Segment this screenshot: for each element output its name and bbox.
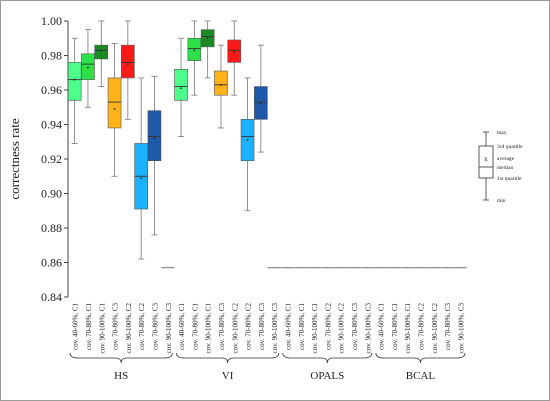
x-tick-label: cov. 70-80%, C3 bbox=[444, 303, 452, 350]
box-4 bbox=[107, 43, 122, 177]
box-2 bbox=[81, 29, 95, 108]
x-tick-label: cov. 70-80%, C2 bbox=[138, 303, 146, 350]
box-mean bbox=[233, 51, 236, 53]
box-7 bbox=[147, 75, 162, 236]
y-axis-label: correctness rate bbox=[7, 118, 22, 199]
x-tick-label: cov. 90-100%, C1 bbox=[404, 303, 412, 354]
y-tick-label: 0.84 bbox=[41, 290, 62, 304]
box-11 bbox=[200, 20, 215, 79]
legend-q3-label: 3rd quartile bbox=[497, 144, 523, 150]
box-mean bbox=[100, 49, 103, 52]
legend-box bbox=[478, 145, 494, 179]
y-tick-label: 0.88 bbox=[41, 221, 62, 235]
legend-mean-label: average bbox=[497, 156, 515, 162]
group-label: OPALS bbox=[310, 370, 344, 382]
box-12 bbox=[214, 44, 228, 129]
x-tick-label: cov. 90-100%, C3 bbox=[457, 303, 465, 354]
box-mean bbox=[87, 66, 89, 69]
box-mean bbox=[73, 78, 76, 81]
x-tick-label: cov. 40-60%, C1 bbox=[178, 303, 186, 350]
y-tick-label: 1.00 bbox=[41, 14, 62, 28]
legend-median-label: median bbox=[497, 165, 513, 171]
box-body bbox=[174, 69, 188, 101]
x-tick-label: cov. 40-60%, C1 bbox=[72, 303, 80, 350]
box-13 bbox=[227, 20, 242, 96]
group-brace bbox=[69, 352, 173, 364]
x-tick-labels: cov. 40-60%, C1 cov. 70-80%, C1 cov. 90-10… bbox=[72, 303, 466, 354]
box-mean bbox=[193, 49, 196, 52]
x-tick-label: cov. 90-100%, C1 bbox=[311, 303, 319, 354]
legend-mean-symbol: x bbox=[484, 155, 488, 163]
box-9 bbox=[174, 37, 188, 137]
x-tick-label: cov. 70-80%, C3 bbox=[218, 303, 226, 350]
box-14 bbox=[240, 77, 255, 212]
x-tick-label: cov. 90-100%, C1 bbox=[98, 303, 106, 354]
box-10 bbox=[187, 20, 202, 96]
box-mean bbox=[140, 177, 143, 179]
y-tick-label: 0.92 bbox=[41, 152, 62, 166]
x-tick-label: cov. 90-100%, C3 bbox=[165, 303, 173, 354]
y-tick-label: 0.90 bbox=[41, 187, 62, 201]
box-mean bbox=[126, 63, 129, 66]
box-series bbox=[67, 20, 467, 269]
box-6 bbox=[134, 77, 148, 260]
y-tick-label: 0.98 bbox=[41, 49, 62, 63]
group-label: HS bbox=[114, 370, 128, 382]
group-brace bbox=[176, 352, 280, 364]
y-tick-label: 0.96 bbox=[41, 83, 62, 97]
box-body bbox=[67, 62, 82, 101]
x-tick-label: cov. 70-80%, C3 bbox=[151, 303, 159, 350]
box-3 bbox=[94, 20, 109, 87]
group-braces: HS VI OPALS BCAL bbox=[69, 352, 466, 382]
x-tick-label: cov. 70-80%, C2 bbox=[417, 303, 425, 350]
x-tick-label: cov. 70-80%, C1 bbox=[191, 303, 199, 350]
box-mean bbox=[153, 137, 156, 140]
group-brace bbox=[375, 352, 466, 364]
box-15 bbox=[254, 44, 268, 153]
box-mean bbox=[246, 139, 249, 141]
legend-q1-label: 1st quartile bbox=[497, 176, 522, 182]
x-tick-label: cov. 70-80%, C3 bbox=[112, 303, 120, 350]
group-label: BCAL bbox=[406, 370, 436, 382]
x-tick-label: cov. 70-80%, C2 bbox=[245, 303, 253, 350]
x-tick-label: cov. 90-100%, C2 bbox=[338, 303, 346, 354]
y-tick-label: 0.86 bbox=[41, 256, 62, 270]
x-tick-label: cov. 70-80%, C2 bbox=[324, 303, 332, 350]
group-brace bbox=[282, 352, 373, 364]
x-tick-label: cov. 70-80%, C1 bbox=[391, 303, 399, 350]
box-mean bbox=[113, 108, 116, 110]
x-tick-label: cov. 90-100%, C3 bbox=[364, 303, 372, 354]
box-5 bbox=[121, 20, 135, 120]
box-body bbox=[94, 44, 109, 60]
x-tick-label: cov. 40-60%, C1 bbox=[378, 303, 386, 350]
x-tick-label: cov. 90-100%, C3 bbox=[271, 303, 279, 354]
box-body bbox=[214, 70, 228, 96]
legend-min-label: min bbox=[497, 198, 506, 204]
box-mean bbox=[180, 87, 182, 90]
group-label: VI bbox=[222, 370, 234, 382]
legend-max-label: max bbox=[497, 130, 507, 136]
x-tick-label: cov. 90-100%, C2 bbox=[125, 303, 133, 354]
box-mean bbox=[206, 37, 209, 40]
x-tick-label: cov. 90-100%, C1 bbox=[205, 303, 213, 354]
box-body bbox=[121, 44, 135, 79]
box-1 bbox=[67, 37, 82, 144]
x-tick-label: cov. 70-80%, C3 bbox=[351, 303, 359, 350]
x-tick-label: cov. 90-100%, C2 bbox=[231, 303, 239, 354]
box-body bbox=[107, 77, 122, 129]
box-body bbox=[147, 110, 162, 162]
legend: x max 3rd quartile average median 1st quartil… bbox=[478, 130, 523, 204]
x-tick-label: cov. 40-60%, C1 bbox=[284, 303, 292, 350]
x-tick-label: cov. 70-80%, C3 bbox=[258, 303, 266, 350]
x-tick-label: cov. 70-80%, C1 bbox=[298, 303, 306, 350]
box-mean bbox=[220, 83, 222, 86]
x-tick-label: cov. 70-80%, C1 bbox=[85, 303, 93, 350]
box-mean bbox=[259, 102, 262, 105]
y-axis: 0.84 0.86 0.88 0.90 0.92 0.94 0.96 0.98 1.00 bbox=[41, 14, 69, 304]
y-tick-label: 0.94 bbox=[41, 118, 62, 132]
x-tick-label: cov. 90-100%, C2 bbox=[431, 303, 439, 354]
